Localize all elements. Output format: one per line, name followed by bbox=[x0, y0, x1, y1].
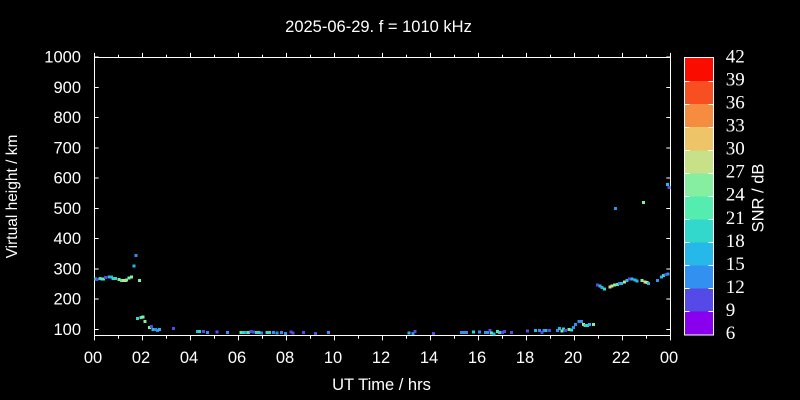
svg-text:39: 39 bbox=[726, 69, 745, 90]
svg-text:100: 100 bbox=[53, 321, 81, 339]
svg-text:04: 04 bbox=[180, 349, 198, 367]
svg-text:00: 00 bbox=[84, 349, 102, 367]
svg-text:10: 10 bbox=[324, 349, 342, 367]
svg-text:33: 33 bbox=[726, 116, 745, 137]
svg-text:900: 900 bbox=[53, 79, 81, 97]
svg-text:22: 22 bbox=[612, 349, 630, 367]
svg-text:16: 16 bbox=[468, 349, 486, 367]
svg-text:12: 12 bbox=[726, 277, 745, 298]
svg-text:27: 27 bbox=[726, 162, 745, 183]
svg-text:18: 18 bbox=[516, 349, 534, 367]
svg-text:42: 42 bbox=[726, 46, 745, 67]
svg-text:700: 700 bbox=[53, 140, 81, 158]
svg-text:18: 18 bbox=[726, 231, 745, 252]
svg-text:36: 36 bbox=[726, 92, 745, 113]
svg-text:21: 21 bbox=[726, 208, 745, 229]
svg-text:6: 6 bbox=[726, 323, 736, 344]
svg-text:UT Time / hrs: UT Time / hrs bbox=[332, 376, 431, 394]
svg-text:08: 08 bbox=[276, 349, 294, 367]
svg-text:400: 400 bbox=[53, 230, 81, 248]
svg-text:2025-06-29. f = 1010 kHz: 2025-06-29. f = 1010 kHz bbox=[285, 18, 472, 36]
svg-text:Virtual height / km: Virtual height / km bbox=[4, 135, 21, 259]
svg-text:02: 02 bbox=[132, 349, 150, 367]
svg-text:600: 600 bbox=[53, 170, 81, 188]
svg-text:00: 00 bbox=[660, 349, 678, 367]
svg-text:20: 20 bbox=[564, 349, 582, 367]
svg-text:500: 500 bbox=[53, 200, 81, 218]
svg-text:06: 06 bbox=[228, 349, 246, 367]
svg-text:9: 9 bbox=[726, 300, 736, 321]
svg-text:1000: 1000 bbox=[44, 49, 81, 67]
svg-text:15: 15 bbox=[726, 254, 745, 275]
svg-text:14: 14 bbox=[420, 349, 438, 367]
svg-text:800: 800 bbox=[53, 109, 81, 127]
svg-text:12: 12 bbox=[372, 349, 390, 367]
svg-text:24: 24 bbox=[726, 185, 746, 206]
svg-text:200: 200 bbox=[53, 291, 81, 309]
svg-text:300: 300 bbox=[53, 261, 81, 279]
svg-text:SNR / dB: SNR / dB bbox=[749, 164, 767, 233]
svg-text:30: 30 bbox=[726, 139, 745, 160]
